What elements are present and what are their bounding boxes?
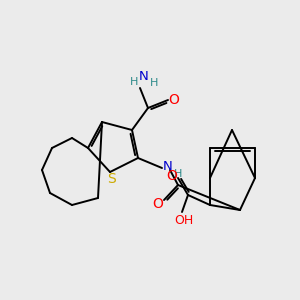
Text: N: N bbox=[139, 70, 149, 83]
Text: H: H bbox=[150, 78, 158, 88]
Text: OH: OH bbox=[174, 214, 194, 226]
Text: S: S bbox=[108, 172, 116, 186]
Text: O: O bbox=[167, 169, 177, 183]
Text: N: N bbox=[163, 160, 173, 172]
Text: O: O bbox=[169, 93, 179, 107]
Text: H: H bbox=[130, 77, 138, 87]
Text: O: O bbox=[153, 197, 164, 211]
Text: H: H bbox=[174, 169, 182, 179]
